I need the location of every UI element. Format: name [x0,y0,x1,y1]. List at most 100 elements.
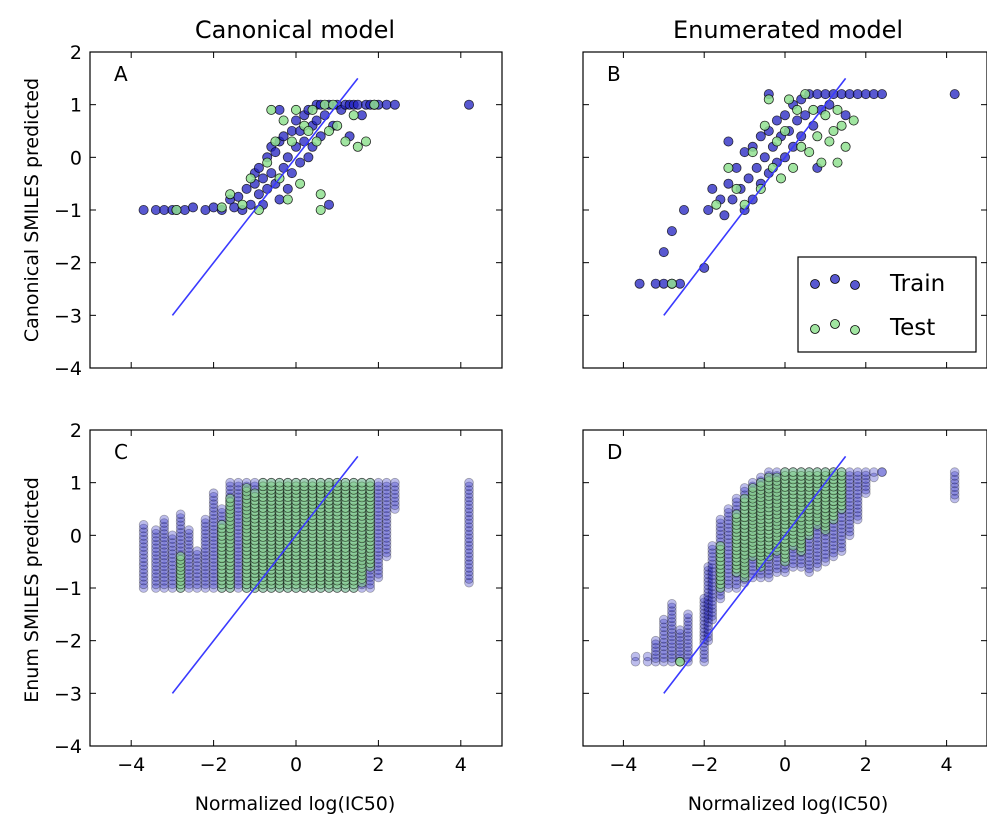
train-point [707,596,718,606]
y-tick-label: 1 [70,473,82,495]
train-point [852,467,863,477]
train-point [707,592,718,603]
train-point [200,557,211,568]
train-point [772,567,782,577]
test-point [303,126,314,137]
train-point [650,646,661,656]
train-point [192,572,202,582]
train-point [852,470,863,481]
train-point [683,642,693,652]
y-tick-label: −2 [54,631,82,653]
train-point [675,642,685,653]
train-point [772,559,782,570]
train-point [381,547,392,558]
train-point [852,500,863,510]
train-point [208,510,219,520]
test-point [307,477,318,488]
train-point [650,642,661,653]
test-point [836,467,847,477]
train-point [658,637,669,648]
train-point [175,535,186,545]
train-point [390,504,400,514]
train-point [804,552,814,563]
test-point [175,551,186,562]
train-point [381,551,392,562]
train-point [184,546,194,557]
train-point [844,508,855,518]
train-point [184,536,194,546]
xlabel-left: Normalized log(IC50) [195,793,396,815]
train-point [192,564,202,575]
test-point [739,493,750,504]
test-point [784,94,795,105]
legend-train-marker [850,280,860,290]
train-point [381,536,392,547]
train-point [650,649,661,660]
test-point [747,483,758,493]
reference-line [171,455,359,694]
train-point [739,483,750,493]
train-point [311,115,322,126]
train-point [812,551,823,561]
train-point [381,510,392,521]
test-point [792,104,803,115]
test-point [731,183,742,194]
train-point [658,630,669,640]
train-point [295,157,306,168]
test-point [295,178,306,189]
train-point [381,485,392,495]
train-point [667,627,677,638]
train-point [151,583,161,593]
train-point [167,534,178,544]
train-point [167,545,178,556]
test-point [282,194,293,205]
train-point [464,514,474,525]
train-point [763,565,774,575]
train-point [200,550,211,561]
train-point [151,550,161,561]
train-point [159,536,170,546]
train-point [159,529,170,539]
train-point [844,511,855,522]
train-point [877,89,888,100]
train-point [703,591,713,602]
test-point [824,136,835,147]
train-point [650,639,661,649]
test-point [286,136,297,147]
test-point [800,89,811,100]
train-point [381,499,392,510]
train-point [731,493,742,504]
train-point [390,492,400,503]
train-point [464,540,474,551]
train-point [464,485,474,495]
train-point [151,525,161,535]
train-point [630,656,641,667]
train-point [860,470,871,481]
train-point [658,656,669,667]
train-point [836,531,847,541]
train-point [138,583,149,593]
train-point [159,583,170,593]
train-point [812,562,823,572]
train-point [703,617,713,627]
train-point [151,565,161,575]
train-point [381,99,392,110]
train-point [208,495,219,506]
train-point [820,549,831,559]
train-point [703,569,713,580]
train-point [800,110,811,121]
train-point [703,610,713,620]
y-tick-label: 2 [70,420,82,442]
train-point [949,482,960,493]
train-point [464,548,474,558]
train-point [381,481,392,492]
panel-b: B [582,51,987,369]
train-point [683,620,693,631]
train-point [159,525,170,536]
train-point [650,656,661,667]
train-point [138,527,149,537]
train-point [151,546,161,557]
train-point [658,645,669,655]
train-point [828,533,839,543]
test-point [763,472,774,483]
